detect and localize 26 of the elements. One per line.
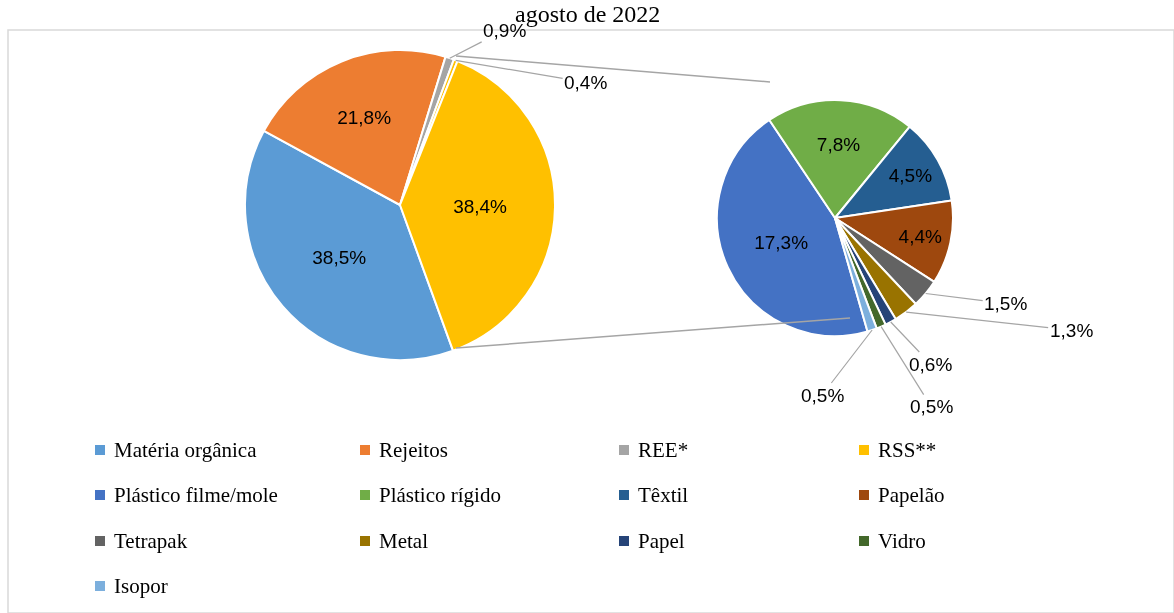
legend-label: Plástico rígido [379, 483, 501, 507]
legend-label: Papel [638, 529, 685, 553]
legend-label: Papelão [878, 483, 945, 507]
data-label: 4,4% [898, 225, 943, 247]
data-label: 38,5% [312, 246, 367, 268]
data-label: 0,4% [564, 72, 608, 93]
legend-label: Matéria orgânica [114, 438, 258, 462]
legend-label: RSS** [878, 438, 937, 462]
data-label: 21,8% [337, 106, 392, 128]
data-label: 0,5% [910, 396, 954, 417]
data-label: 17,3% [754, 232, 809, 254]
legend-label: Metal [379, 529, 429, 553]
legend-label: Plástico filme/mole [114, 483, 278, 507]
data-label: 0,5% [801, 385, 845, 406]
legend-label: Têxtil [638, 483, 689, 507]
data-label: 38,4% [453, 195, 508, 217]
legend-label: Rejeitos [379, 438, 448, 462]
legend-label: Isopor [114, 574, 168, 598]
data-label: 1,3% [1050, 320, 1094, 341]
legend-label: REE* [638, 438, 689, 462]
data-label: 1,5% [984, 293, 1028, 314]
data-label: 0,6% [909, 354, 953, 375]
legend-label: Vidro [878, 529, 926, 553]
data-label: 7,8% [816, 133, 861, 155]
data-label: 4,5% [888, 164, 933, 186]
legend-label: Tetrapak [114, 529, 188, 553]
